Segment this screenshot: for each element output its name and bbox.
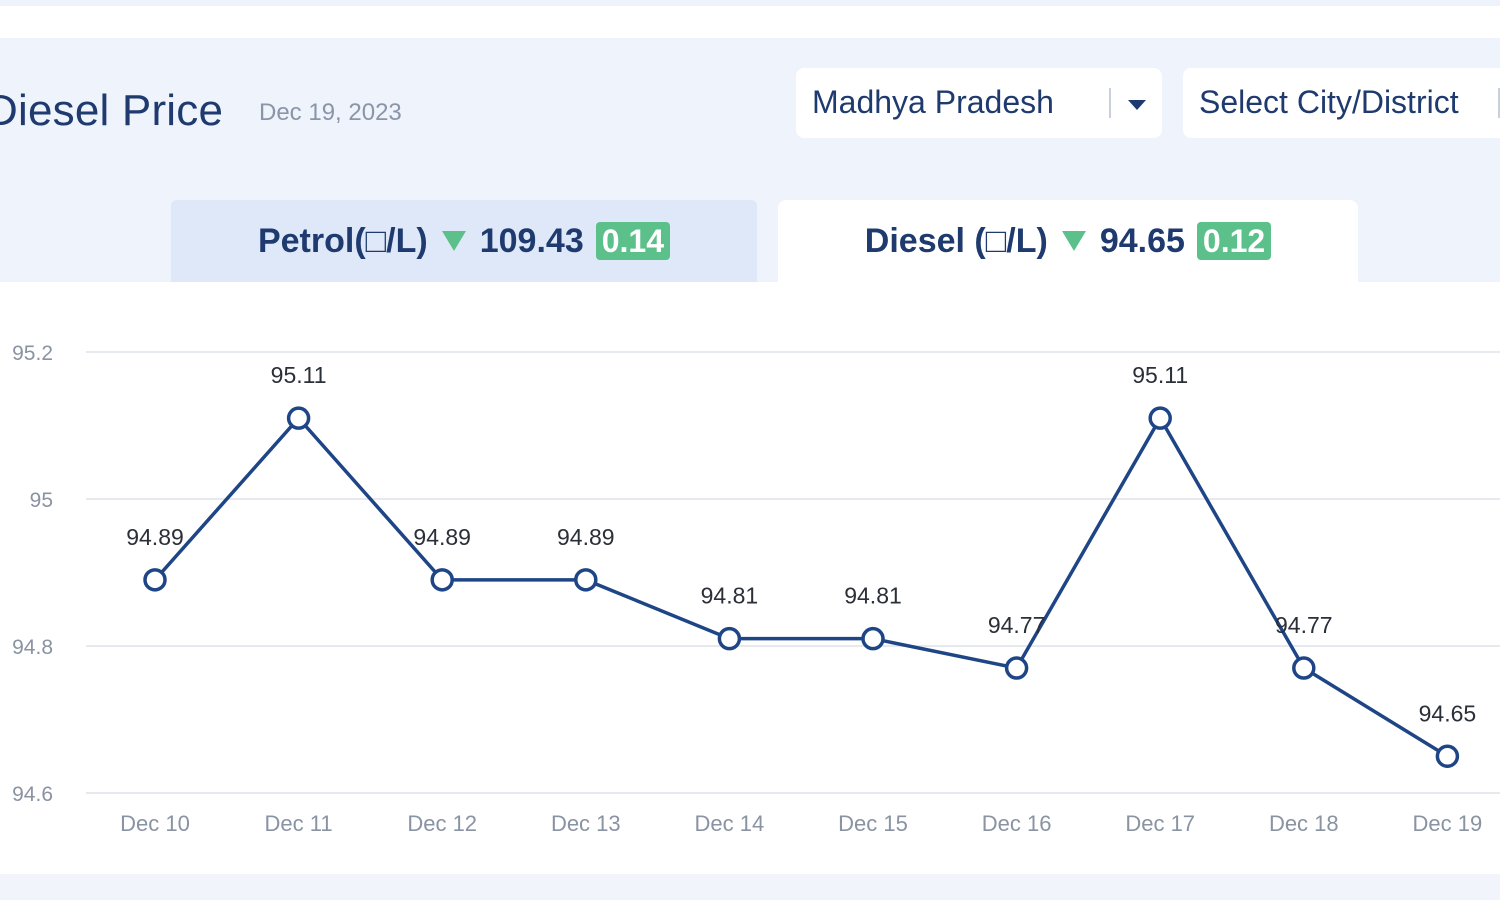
x-tick-label: Dec 17 bbox=[1125, 811, 1195, 836]
bottom-strip bbox=[0, 874, 1500, 900]
data-label: 94.89 bbox=[557, 524, 615, 550]
data-point[interactable] bbox=[286, 406, 311, 430]
chart-area bbox=[0, 282, 1500, 874]
city-select[interactable]: Select City/District bbox=[1183, 68, 1500, 138]
chevron-down-icon[interactable] bbox=[1128, 100, 1146, 110]
data-label: 94.89 bbox=[126, 524, 184, 550]
x-tick-label: Dec 15 bbox=[838, 811, 908, 836]
data-label: 95.11 bbox=[1132, 362, 1188, 388]
x-tick-label: Dec 18 bbox=[1269, 811, 1339, 836]
select-divider bbox=[1109, 88, 1111, 118]
data-point[interactable] bbox=[1004, 656, 1029, 680]
data-point[interactable] bbox=[430, 568, 454, 592]
y-tick-label: 94.8 bbox=[12, 636, 53, 659]
data-label: 94.81 bbox=[844, 583, 902, 609]
tab-petrol[interactable]: Petrol(□/L) 109.43 0.14 bbox=[171, 200, 757, 282]
top-strip bbox=[0, 0, 1500, 6]
x-tick-label: Dec 19 bbox=[1413, 811, 1483, 836]
city-select-value: Select City/District bbox=[1199, 84, 1459, 120]
data-point[interactable] bbox=[1148, 406, 1172, 430]
down-arrow-icon bbox=[441, 231, 466, 251]
data-label: 94.65 bbox=[1419, 700, 1477, 726]
data-point[interactable] bbox=[717, 626, 742, 651]
data-label: 94.77 bbox=[988, 612, 1046, 638]
y-tick-label: 95 bbox=[30, 489, 53, 512]
x-tick-label: Dec 11 bbox=[265, 811, 333, 836]
x-tick-label: Dec 10 bbox=[120, 811, 190, 836]
state-select-value: Madhya Pradesh bbox=[812, 84, 1054, 120]
state-select[interactable]: Madhya Pradesh bbox=[796, 68, 1162, 138]
tab-petrol-change-badge: 0.14 bbox=[595, 222, 671, 260]
x-tick-label: Dec 12 bbox=[407, 811, 477, 836]
select-divider bbox=[1498, 88, 1500, 118]
data-point[interactable] bbox=[1435, 744, 1460, 768]
data-point[interactable] bbox=[1292, 656, 1316, 680]
data-point[interactable] bbox=[861, 626, 885, 651]
x-tick-label: Dec 16 bbox=[982, 811, 1052, 836]
tab-petrol-label: Petrol(□/L) bbox=[257, 221, 428, 260]
page-title: Diesel Price bbox=[0, 86, 224, 135]
tab-diesel[interactable]: Diesel (□/L) 94.65 0.12 bbox=[778, 200, 1358, 282]
x-tick-label: Dec 14 bbox=[695, 811, 765, 836]
tab-diesel-label: Diesel (□/L) bbox=[864, 221, 1048, 260]
tab-diesel-price: 94.65 bbox=[1099, 221, 1185, 260]
data-label: 94.81 bbox=[701, 583, 759, 609]
data-label: 94.89 bbox=[413, 524, 471, 550]
data-point[interactable] bbox=[143, 568, 167, 592]
series-line bbox=[153, 416, 1449, 758]
down-arrow-icon bbox=[1061, 231, 1086, 251]
data-label: 94.77 bbox=[1275, 612, 1333, 638]
page-date: Dec 19, 2023 bbox=[259, 99, 402, 126]
tab-diesel-change-badge: 0.12 bbox=[1196, 222, 1272, 260]
x-tick-label: Dec 13 bbox=[551, 811, 621, 836]
data-point[interactable] bbox=[574, 568, 598, 592]
y-tick-label: 95.2 bbox=[12, 342, 53, 365]
tab-petrol-price: 109.43 bbox=[479, 221, 584, 260]
data-label: 95.11 bbox=[271, 362, 327, 388]
y-tick-label: 94.6 bbox=[12, 783, 53, 806]
